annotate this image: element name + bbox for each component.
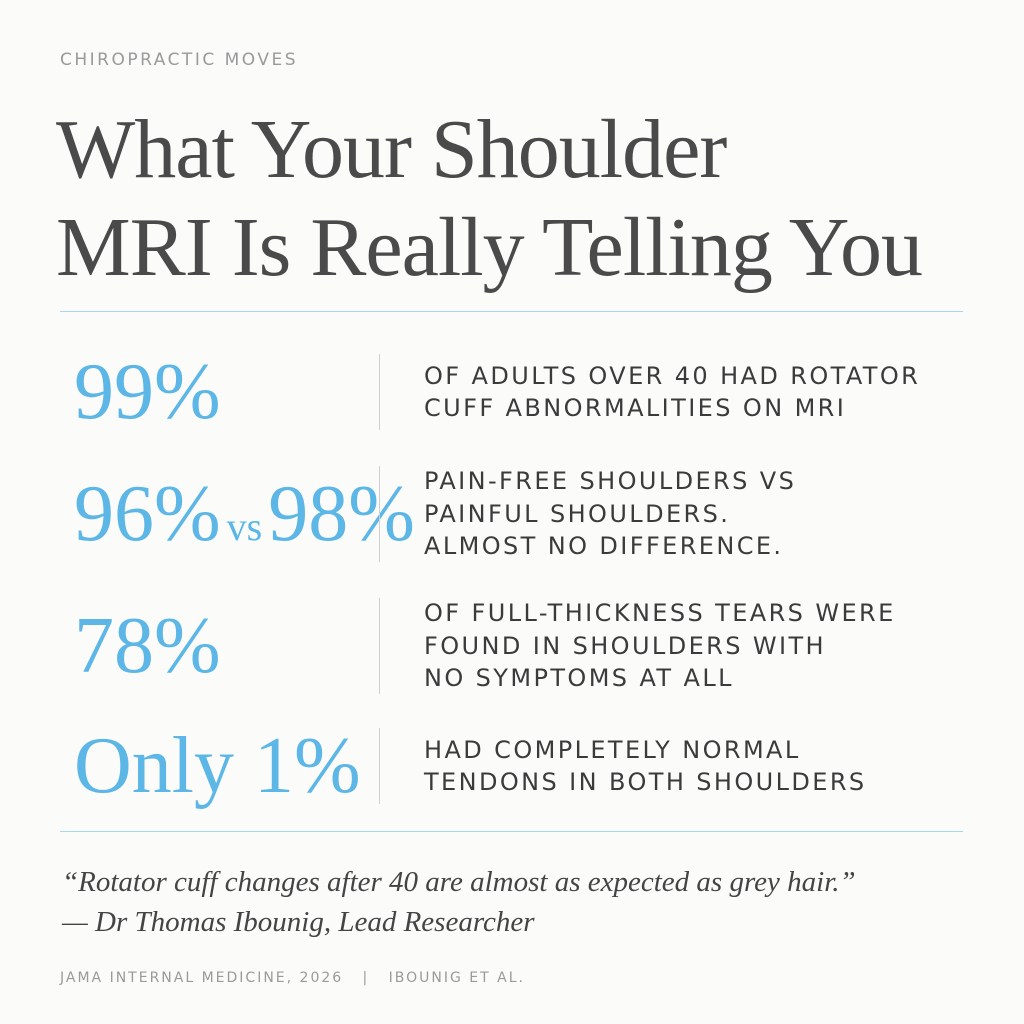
description-line: FOUND IN SHOULDERS WITH xyxy=(424,631,826,660)
description-line: OF ADULTS OVER 40 HAD ROTATOR xyxy=(424,361,921,390)
divider xyxy=(379,598,380,694)
stat-figure: 99% xyxy=(74,352,221,432)
description-line: PAIN-FREE SHOULDERS VS xyxy=(424,467,797,496)
description-line: OF FULL-THICKNESS TEARS WERE xyxy=(424,599,896,628)
quote: “Rotator cuff changes after 40 are almos… xyxy=(62,866,856,898)
footer: JAMA INTERNAL MEDICINE, 2026 | IBOUNIG E… xyxy=(60,970,525,986)
description-line: HAD COMPLETELY NORMAL xyxy=(424,735,801,764)
authors: IBOUNIG ET AL. xyxy=(388,970,525,986)
description-line: NO SYMPTOMS AT ALL xyxy=(424,664,734,693)
stat-description: PAIN-FREE SHOULDERS VS PAINFUL SHOULDERS.… xyxy=(424,465,796,563)
separator: | xyxy=(362,970,370,986)
figure-part: 99% xyxy=(74,348,221,436)
kicker: CHIROPRACTIC MOVES xyxy=(60,50,299,70)
stat-figure: 96% vs98% xyxy=(74,474,415,554)
description-line: ALMOST NO DIFFERENCE. xyxy=(424,532,784,561)
rule xyxy=(60,311,963,312)
rule xyxy=(60,831,963,832)
title-line: What Your Shoulder xyxy=(56,103,727,196)
figure-part: 98% xyxy=(268,470,415,558)
description-line: PAINFUL SHOULDERS. xyxy=(424,499,731,528)
stat-description: OF FULL-THICKNESS TEARS WERE FOUND IN SHO… xyxy=(424,597,896,695)
stat-figure: 78% xyxy=(74,606,221,686)
divider xyxy=(379,728,380,804)
figure-part: vs xyxy=(226,504,263,549)
figure-part: Only 1% xyxy=(74,722,361,810)
stat-figure: Only 1% xyxy=(74,726,361,806)
divider xyxy=(379,466,380,562)
title-line: MRI Is Really Telling You xyxy=(56,201,923,294)
stat-description: OF ADULTS OVER 40 HAD ROTATOR CUFF ABNORM… xyxy=(424,360,920,425)
divider xyxy=(379,354,380,430)
description-line: CUFF ABNORMALITIES ON MRI xyxy=(424,394,847,422)
attribution: — Dr Thomas Ibounig, Lead Researcher xyxy=(62,906,535,938)
figure-part: 96% xyxy=(74,470,221,558)
stat-description: HAD COMPLETELY NORMAL TENDONS IN BOTH SHO… xyxy=(424,734,867,799)
description-line: TENDONS IN BOTH SHOULDERS xyxy=(424,768,867,796)
source: JAMA INTERNAL MEDICINE, 2026 xyxy=(60,970,344,986)
figure-part: 78% xyxy=(74,602,221,690)
